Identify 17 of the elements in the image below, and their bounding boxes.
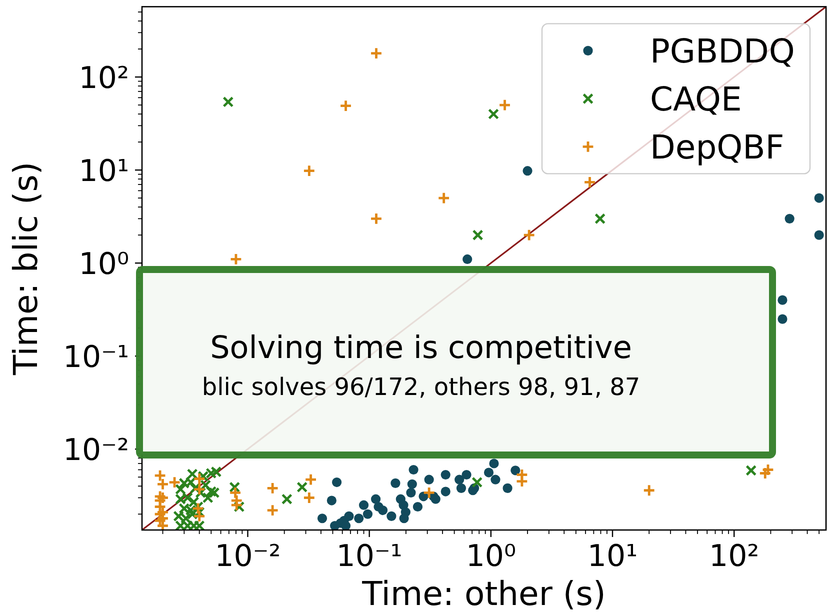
x-tick-label: 10⁻² xyxy=(214,539,281,574)
x-axis-title: Time: other (s) xyxy=(361,574,606,613)
x-tick-label: 10⁰ xyxy=(466,539,516,574)
y-tick-label: 10⁻¹ xyxy=(62,340,129,376)
legend-label: DepQBF xyxy=(650,128,784,167)
y-tick-label: 10² xyxy=(78,61,129,96)
annotation: blic solves 96/172, others 98, 91, 87 xyxy=(202,373,640,401)
y-axis-title: Time: blic (s) xyxy=(6,162,45,376)
x-tick-label: 10² xyxy=(708,539,760,574)
x-tick-label: 10⁻¹ xyxy=(336,539,402,574)
legend-label: CAQE xyxy=(650,80,742,119)
y-tick-label: 10⁰ xyxy=(78,247,129,282)
y-tick-label: 10⁻² xyxy=(62,433,129,468)
annotation: Solving time is competitive xyxy=(210,330,632,366)
x-tick-label: 10¹ xyxy=(587,539,638,574)
y-tick-label: 10¹ xyxy=(78,154,129,190)
legend-label: PGBDDQ xyxy=(650,32,795,71)
